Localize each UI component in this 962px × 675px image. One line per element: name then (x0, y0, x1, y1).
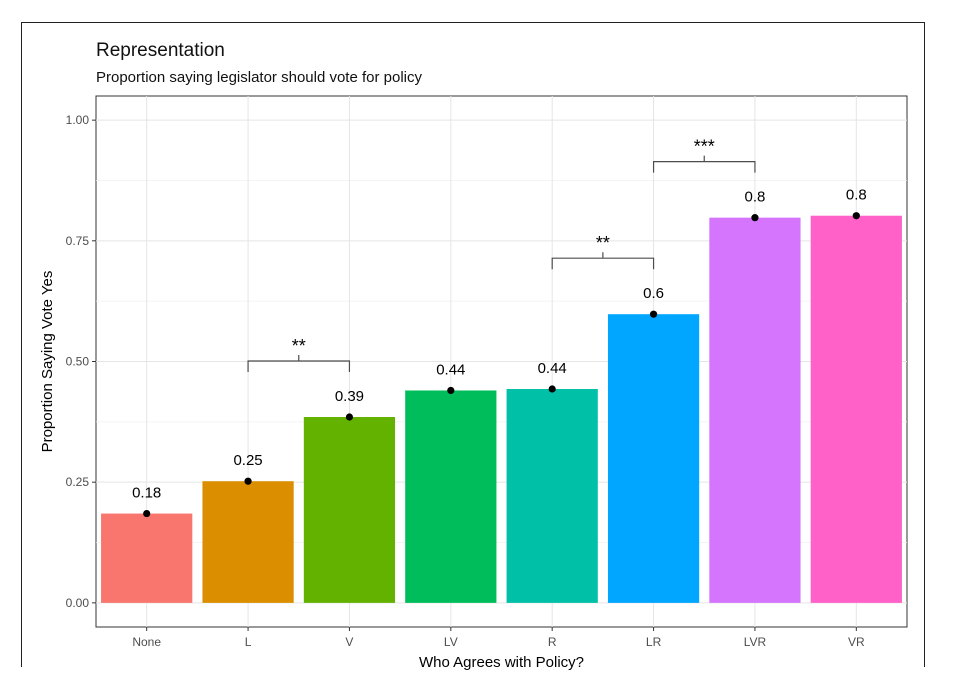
chart-title: Representation (96, 40, 225, 61)
point-lvr (751, 214, 759, 222)
data-label: 0.8 (745, 189, 766, 206)
x-tick-label: R (548, 635, 557, 649)
x-tick-label: VR (848, 635, 865, 649)
significance-label: ** (596, 233, 610, 253)
data-label: 0.18 (132, 485, 161, 502)
y-axis-title: Proportion Saying Vote Yes (39, 271, 56, 453)
point-lv (447, 386, 455, 395)
chart-subtitle: Proportion saying legislator should vote… (96, 69, 423, 86)
bar-lv (405, 390, 497, 603)
y-tick-label: 0.25 (66, 475, 90, 489)
significance-bracket (652, 155, 756, 173)
data-label: 0.6 (643, 285, 664, 302)
bar-v (303, 417, 396, 603)
point-lr (649, 310, 658, 318)
bar-lr (607, 314, 700, 603)
bar-r (506, 389, 598, 603)
x-tick-label: None (132, 635, 161, 649)
bar-l (202, 481, 294, 603)
significance-label: ** (292, 336, 306, 356)
point-l (244, 477, 252, 485)
point-v (345, 413, 354, 421)
significance-label: *** (694, 137, 715, 157)
data-label: 0.8 (846, 187, 867, 204)
data-label: 0.39 (335, 388, 364, 405)
point-none (143, 509, 151, 518)
x-tick-label: LV (444, 635, 458, 649)
data-label: 0.44 (436, 361, 465, 378)
x-axis-title: Who Agrees with Policy? (419, 654, 584, 671)
data-label: 0.44 (538, 360, 567, 377)
significance-bracket (247, 355, 351, 373)
y-tick-label: 0.00 (66, 596, 90, 610)
bar-none (101, 513, 193, 603)
y-tick-label: 0.50 (66, 355, 90, 369)
x-tick-label: L (245, 635, 252, 649)
x-tick-label: LR (646, 635, 662, 649)
x-tick-label: LVR (744, 635, 767, 649)
x-tick-label: V (345, 635, 353, 649)
significance-bracket (551, 252, 655, 270)
y-tick-label: 1.00 (66, 113, 90, 127)
point-r (548, 385, 556, 393)
data-label: 0.25 (233, 452, 262, 469)
bar-lvr (709, 217, 801, 603)
y-tick-label: 0.75 (66, 234, 90, 248)
figure-frame (21, 22, 925, 667)
point-vr (852, 212, 860, 220)
bar-vr (810, 215, 902, 603)
